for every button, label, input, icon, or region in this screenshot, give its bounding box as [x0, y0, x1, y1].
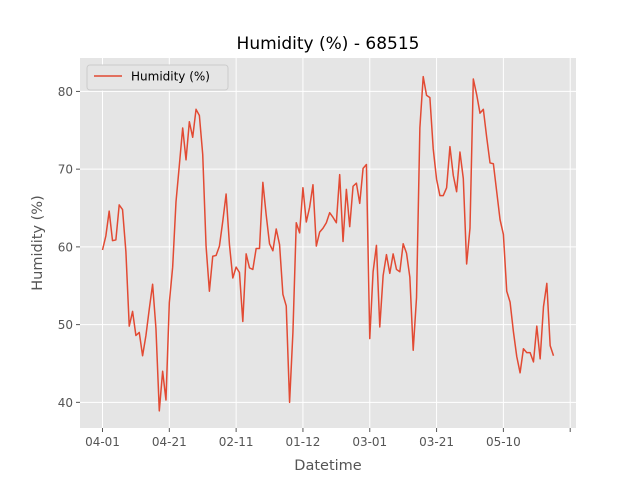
- y-tick-label: 70: [58, 163, 73, 177]
- legend: Humidity (%): [86, 64, 229, 91]
- y-tick-label: 80: [58, 85, 73, 99]
- x-axis-label: Datetime: [294, 458, 361, 474]
- grid-lines: [80, 58, 576, 428]
- x-tick-label: 01-12: [286, 435, 321, 449]
- y-axis-label: Humidity (%): [30, 195, 46, 290]
- x-tick-label: 03-01: [352, 435, 387, 449]
- y-tick-label: 50: [58, 318, 73, 332]
- legend-box: [86, 64, 229, 91]
- y-tick-label: 40: [58, 396, 73, 410]
- x-tick-label: 05-10: [486, 435, 521, 449]
- axis-ticks: 40 50 60 70 80 04-01 04-21 02-11 01-12 03-01 03-21…: [58, 85, 571, 449]
- x-tick-label: 04-21: [152, 435, 187, 449]
- humidity-series-line: [101, 75, 555, 412]
- x-tick-label: 03-21: [419, 435, 454, 449]
- x-tick-label: 02-11: [219, 435, 254, 449]
- x-tick-label: 04-01: [85, 435, 120, 449]
- plot-area: [80, 58, 576, 428]
- legend-label: Humidity (%): [131, 70, 210, 84]
- y-tick-label: 60: [58, 240, 73, 254]
- chart-title: Humidity (%) - 68515: [237, 34, 420, 54]
